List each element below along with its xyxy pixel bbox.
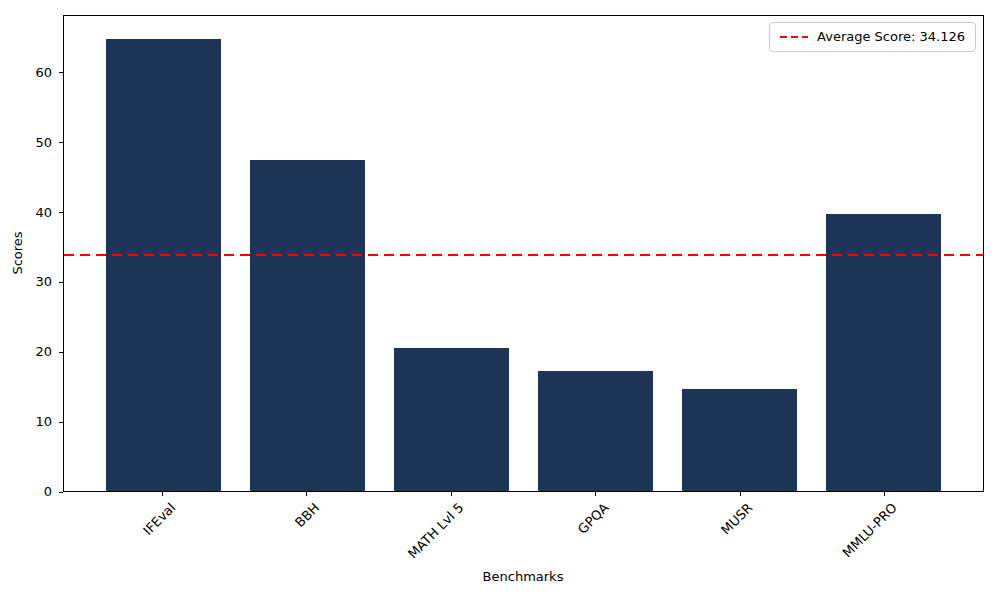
x-axis-label: Benchmarks bbox=[483, 569, 564, 584]
x-tick-mark bbox=[884, 492, 885, 496]
y-tick-mark bbox=[59, 142, 63, 143]
x-tick-mark bbox=[740, 492, 741, 496]
y-tick-label: 10 bbox=[0, 415, 52, 429]
x-tick-label-text: BBH bbox=[292, 500, 322, 530]
bar-IFEval bbox=[106, 39, 221, 491]
y-axis-label: Scores bbox=[10, 231, 25, 274]
bar-chart-figure: Average Score: 34.126 0 10 20 30 40 50 60 IFEv… bbox=[0, 0, 1000, 600]
bar-MATH Lvl 5 bbox=[394, 348, 509, 491]
bar-BBH bbox=[250, 160, 365, 491]
y-tick-mark bbox=[59, 492, 63, 493]
y-tick-label: 0 bbox=[0, 485, 52, 499]
y-tick-mark bbox=[59, 212, 63, 213]
y-tick-label: 50 bbox=[0, 136, 52, 150]
bar-GPQA bbox=[538, 371, 653, 491]
x-tick-mark bbox=[451, 492, 452, 496]
y-tick-label: 20 bbox=[0, 345, 52, 359]
y-tick-mark bbox=[59, 422, 63, 423]
x-tick-mark bbox=[306, 492, 307, 496]
y-tick-label: 60 bbox=[0, 66, 52, 80]
plot-area: Average Score: 34.126 bbox=[63, 15, 984, 492]
y-tick-mark bbox=[59, 282, 63, 283]
y-tick-mark bbox=[59, 72, 63, 73]
bar-MMLU-PRO bbox=[826, 214, 941, 491]
y-tick-label: 40 bbox=[0, 206, 52, 220]
legend: Average Score: 34.126 bbox=[769, 22, 976, 52]
x-tick-label-text: MATH Lvl 5 bbox=[405, 500, 466, 561]
y-tick-mark bbox=[59, 352, 63, 353]
bar-MUSR bbox=[682, 389, 797, 491]
y-tick-label: 30 bbox=[0, 275, 52, 289]
x-tick-label-text: MUSR bbox=[718, 500, 755, 537]
legend-dash-icon bbox=[780, 36, 808, 38]
x-tick-label-text: GPQA bbox=[574, 500, 611, 537]
x-tick-mark bbox=[162, 492, 163, 496]
x-tick-mark bbox=[595, 492, 596, 496]
average-line bbox=[64, 254, 983, 256]
legend-label: Average Score: 34.126 bbox=[817, 29, 965, 45]
x-tick-label-text: IFEval bbox=[140, 500, 178, 538]
x-tick-label-text: MMLU-PRO bbox=[840, 500, 900, 560]
